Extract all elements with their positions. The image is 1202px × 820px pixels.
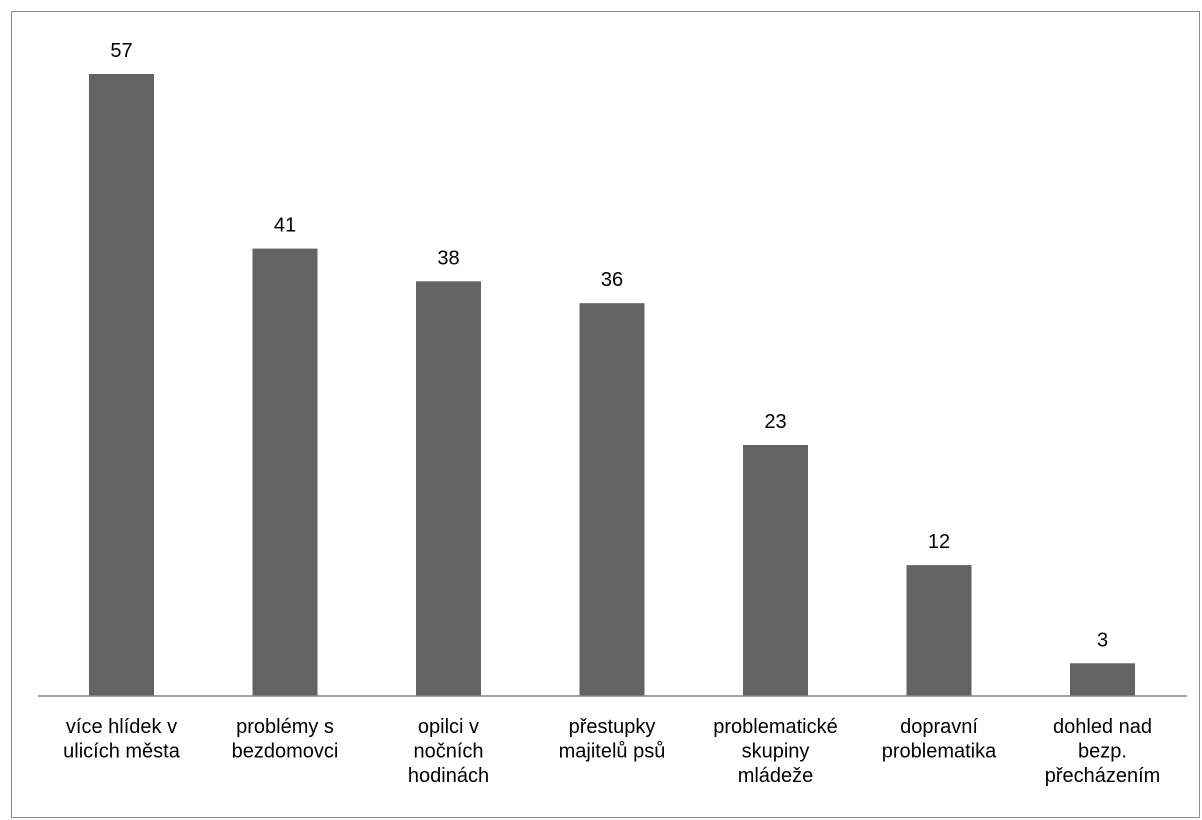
category-label-line: problémy s <box>236 716 334 738</box>
data-label: 23 <box>764 411 786 433</box>
category-label-line: hodinách <box>408 765 489 787</box>
data-label: 36 <box>601 269 623 291</box>
bar <box>579 303 645 696</box>
category-label-line: přecházením <box>1045 765 1161 787</box>
category-label-line: více hlídek v <box>66 716 177 738</box>
category-label-line: přestupky <box>569 716 656 738</box>
category-label: problémy s bezdomovci <box>232 716 339 763</box>
category-label: problematické skupiny mládeže <box>713 716 838 787</box>
category-label-line: opilci v <box>418 716 479 738</box>
data-label: 38 <box>437 247 459 269</box>
category-label: více hlídek v ulicích města <box>63 716 181 763</box>
bar <box>906 565 972 696</box>
category-label-line: ulicích města <box>63 741 181 763</box>
data-label: 12 <box>928 531 950 553</box>
category-labels-layer: více hlídek v ulicích města problémy s bezd… <box>63 716 1160 787</box>
bar <box>743 445 808 696</box>
data-label: 41 <box>274 215 296 237</box>
category-label-line: skupiny <box>742 741 810 763</box>
category-label-line: majitelů psů <box>559 741 666 763</box>
category-label-line: dopravní <box>900 716 978 738</box>
bar <box>252 248 318 696</box>
category-label-line: mládeže <box>738 765 814 787</box>
data-label: 3 <box>1097 629 1108 651</box>
bar <box>89 74 154 696</box>
value-labels-layer: 57 41 38 36 23 12 3 <box>110 40 1108 651</box>
category-label-line: problematické <box>713 716 838 738</box>
data-label: 57 <box>110 40 132 62</box>
category-label-line: bezdomovci <box>232 741 339 763</box>
category-label-line: problematika <box>882 741 997 763</box>
category-label: opilci v nočních hodinách <box>408 716 489 787</box>
bar <box>416 281 481 696</box>
category-label-line: bezp. <box>1078 741 1127 763</box>
category-label: dopravní problematika <box>882 716 997 763</box>
category-label: dohled nad bezp. přecházením <box>1045 716 1161 787</box>
category-label-line: dohled nad <box>1053 716 1152 738</box>
bar <box>1070 663 1135 696</box>
category-label-line: nočních <box>413 741 483 763</box>
bars-layer <box>89 74 1135 696</box>
category-label: přestupky majitelů psů <box>559 716 666 763</box>
